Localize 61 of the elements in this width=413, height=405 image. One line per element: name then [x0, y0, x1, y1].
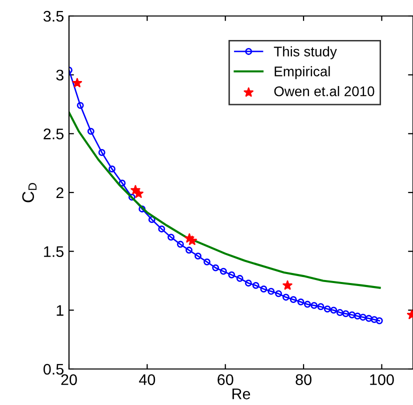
y-tick-label: 0.5 — [44, 364, 64, 375]
point — [260, 286, 268, 292]
point — [282, 280, 292, 290]
point — [108, 165, 116, 172]
point — [354, 312, 361, 320]
point — [220, 268, 227, 275]
point — [317, 303, 324, 310]
point — [236, 274, 244, 282]
point — [304, 300, 311, 308]
point — [187, 236, 198, 245]
x-tick-label: 40 — [139, 374, 156, 386]
point — [204, 258, 210, 266]
legend-label: Empirical — [274, 66, 330, 80]
y-tick-label: 1.5 — [44, 246, 64, 258]
point — [290, 296, 297, 304]
x-tick-label: 100 — [370, 374, 394, 386]
point — [310, 302, 318, 309]
x-axis-title: Re — [232, 388, 250, 400]
point — [336, 309, 344, 316]
point — [275, 290, 282, 298]
point — [87, 128, 94, 135]
point — [359, 314, 366, 321]
point — [268, 288, 275, 295]
point — [330, 306, 338, 314]
point — [148, 216, 156, 224]
point — [324, 306, 331, 312]
point — [194, 252, 202, 260]
x-tick-label: 20 — [61, 374, 77, 386]
legend-label: This study — [274, 46, 337, 60]
point — [365, 314, 372, 322]
legend-label: Owen et.al 2010 — [274, 86, 374, 96]
y-tick-label: 2 — [56, 187, 64, 198]
point — [128, 194, 136, 201]
point — [168, 234, 174, 241]
point — [72, 78, 82, 88]
point — [176, 240, 184, 248]
point — [370, 316, 378, 324]
x-tick-label: 60 — [218, 374, 234, 386]
point — [212, 264, 220, 272]
y-axis-title: C$_{D}$ — [22, 183, 36, 202]
point — [252, 282, 260, 289]
point — [158, 226, 166, 232]
point — [228, 271, 236, 278]
point — [376, 317, 383, 324]
point — [297, 298, 304, 306]
point — [134, 188, 144, 198]
point — [244, 280, 252, 287]
point — [348, 311, 356, 318]
y-tick-label: 3.5 — [43, 10, 64, 22]
y-tick-label: 1 — [56, 305, 64, 316]
y-tick-label: 2.5 — [44, 128, 64, 140]
point — [138, 206, 146, 212]
point — [342, 310, 350, 318]
point — [186, 246, 192, 254]
x-tick-label: 80 — [296, 374, 312, 386]
y-tick-label: 3 — [56, 70, 64, 81]
point — [76, 102, 84, 109]
point — [98, 149, 106, 156]
point — [118, 180, 126, 187]
line-series — [69, 111, 381, 289]
point — [282, 294, 290, 301]
